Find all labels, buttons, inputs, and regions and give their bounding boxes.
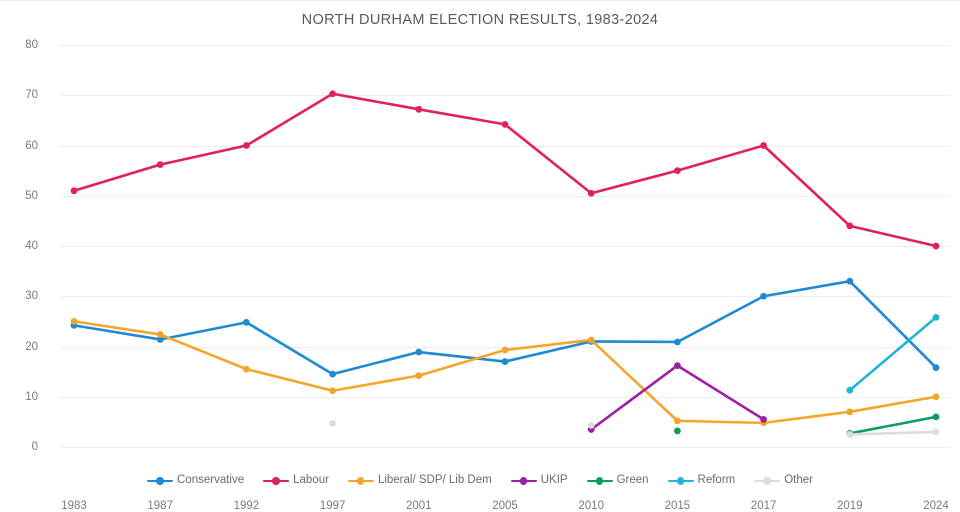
data-point[interactable] [156,161,164,168]
data-point[interactable] [415,372,423,380]
legend-item-label: Conservative [177,474,245,486]
data-point[interactable] [932,242,940,250]
data-point[interactable] [329,90,336,98]
data-point[interactable] [846,386,854,394]
data-point[interactable] [501,120,509,128]
series-line [848,415,938,435]
data-point[interactable] [243,318,250,326]
gridline [60,296,950,298]
data-point[interactable] [932,413,940,421]
legend-item-label: Labour [293,474,329,486]
gridline [60,246,950,247]
series-layer [70,90,940,438]
data-point[interactable] [329,370,336,378]
data-point[interactable] [243,142,250,149]
data-point[interactable] [932,364,940,372]
legend-swatch-icon [667,476,694,486]
data-point[interactable] [760,292,767,300]
data-point[interactable] [674,417,681,425]
data-point[interactable] [932,313,940,321]
y-axis-tick-label: 40 [25,240,38,252]
legend-swatch-icon [147,476,173,486]
y-axis-tick-label: 0 [31,441,38,453]
data-point[interactable] [846,431,854,438]
legend-item-other[interactable]: Other [754,474,813,487]
legend-item-green[interactable]: Green [586,474,649,487]
legend-item-ukip[interactable]: UKIP [510,474,568,487]
y-axis-tick-label: 50 [25,189,38,202]
series-line [72,320,938,425]
data-point[interactable] [760,142,767,149]
data-point[interactable] [846,408,854,416]
data-point[interactable] [587,421,595,429]
chart-legend: Conservative Labour Liberal/ SDP/ Lib Dem U… [0,474,960,487]
plot-area: 0 10 20 30 40 50 60 70 80 1983 1987 1992 1997 2001 20… [25,39,950,512]
gridline [60,95,950,97]
data-point[interactable] [587,336,595,344]
series-conservative [70,277,940,378]
data-point[interactable] [674,427,681,435]
data-point[interactable] [156,331,164,338]
data-point[interactable] [932,393,940,401]
legend-swatch-icon [586,476,613,486]
series-liberal-sdp-lib-dem [70,317,940,427]
series-line [72,92,938,248]
data-point[interactable] [156,336,164,343]
data-point[interactable] [501,346,509,354]
legend-swatch-icon [347,476,374,486]
y-axis-tick-label: 30 [25,290,38,303]
series-line [848,316,938,392]
gridline [60,195,950,197]
data-point[interactable] [70,317,78,325]
data-point[interactable] [587,189,595,197]
data-point[interactable] [329,387,336,395]
data-point[interactable] [243,365,250,373]
legend-item-label: UKIP [540,474,568,486]
legend-item-labour[interactable]: Labour [263,474,329,487]
gridline [60,396,950,398]
data-point[interactable] [674,167,681,175]
data-point[interactable] [760,415,767,423]
data-point[interactable] [846,222,854,230]
gridline [60,45,950,46]
y-axis-tick-label: 70 [25,89,38,102]
data-point[interactable] [501,358,509,365]
legend-swatch-icon [754,476,781,486]
legend-item-label: Green [616,474,649,486]
legend-swatch-icon [510,476,537,486]
gridline [60,447,950,448]
legend-item-label: Reform [697,474,736,486]
data-point[interactable] [932,428,940,436]
gridline [60,145,950,147]
y-axis-tick-label: 80 [25,39,38,51]
data-point[interactable] [415,348,423,356]
series-labour [70,90,940,250]
data-point[interactable] [674,338,681,346]
y-axis-tick-label: 10 [25,390,38,403]
data-point[interactable] [846,277,854,285]
legend-item-label: Liberal/ SDP/ Lib Dem [377,474,492,486]
legend-item-conservative[interactable]: Conservative [147,474,245,487]
series-other [329,419,940,438]
y-axis-tick-label: 20 [25,340,38,353]
legend-swatch-icon [263,476,290,486]
data-point[interactable] [674,362,681,369]
data-point[interactable] [70,187,78,195]
legend-item-label: Other [784,474,813,486]
data-point[interactable] [329,419,336,427]
series-reform [846,313,940,394]
data-point[interactable] [415,105,423,113]
series-line [848,430,938,436]
legend-item-liberal-sdp-lib-dem[interactable]: Liberal/ SDP/ Lib Dem [347,474,492,487]
y-axis-tick-label: 60 [25,139,38,152]
legend-item-reform[interactable]: Reform [667,474,736,487]
chart-title: NORTH DURHAM ELECTION RESULTS, 1983-2024 [301,12,659,28]
